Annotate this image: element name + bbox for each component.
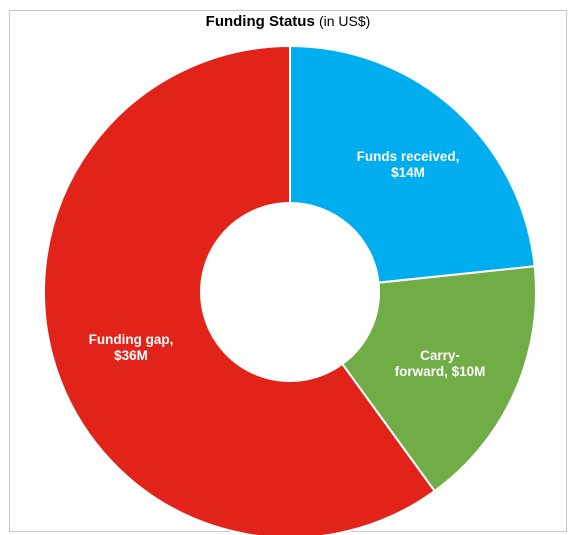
slice-label-1: Carry-forward, $10M xyxy=(395,348,486,379)
slice-label-0-line-1: $14M xyxy=(391,165,425,180)
slice-1 xyxy=(340,265,537,493)
slice-label-0: Funds received, $14M xyxy=(357,149,460,180)
slice-2 xyxy=(43,44,436,535)
slice-label-2: Funding gap, $36M xyxy=(89,332,174,363)
slice-label-1-line-1: forward, $10M xyxy=(395,364,486,379)
slice-label-1-line-0: Carry- xyxy=(420,348,460,363)
chart-title-main: Funding Status xyxy=(205,13,315,30)
slice-label-2-line-1: $36M xyxy=(114,348,148,363)
slice-0 xyxy=(289,44,536,284)
chart-subtitle: (in US$) xyxy=(318,13,371,29)
chart-title: Funding Status (in US$) xyxy=(10,13,566,30)
slice-label-2-line-0: Funding gap, xyxy=(89,332,174,347)
slice-label-0-line-0: Funds received, xyxy=(357,149,460,164)
